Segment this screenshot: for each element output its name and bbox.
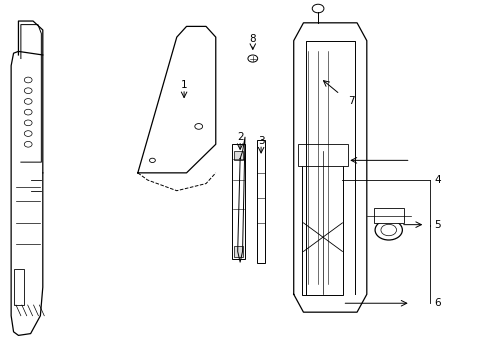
FancyBboxPatch shape <box>302 151 343 295</box>
Text: 4: 4 <box>434 175 441 185</box>
FancyBboxPatch shape <box>234 152 243 160</box>
Text: 6: 6 <box>434 298 441 308</box>
Text: 8: 8 <box>249 34 256 44</box>
FancyBboxPatch shape <box>374 208 404 223</box>
Text: 2: 2 <box>237 132 244 142</box>
FancyBboxPatch shape <box>298 144 348 166</box>
FancyBboxPatch shape <box>232 144 245 259</box>
FancyBboxPatch shape <box>14 269 24 305</box>
Text: 3: 3 <box>258 136 265 146</box>
Text: 7: 7 <box>348 96 355 107</box>
Text: 5: 5 <box>434 220 441 230</box>
FancyBboxPatch shape <box>257 140 266 262</box>
FancyBboxPatch shape <box>234 246 243 257</box>
Text: 1: 1 <box>181 80 187 90</box>
